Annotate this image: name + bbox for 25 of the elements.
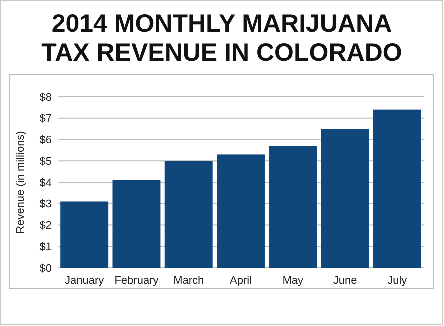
y-tick-label: $6 xyxy=(40,134,52,147)
x-tick-label: July xyxy=(388,275,408,287)
y-tick-label: $4 xyxy=(40,177,52,190)
x-tick-label: February xyxy=(114,275,160,287)
bar xyxy=(269,146,318,268)
y-tick-label: $0 xyxy=(40,262,52,275)
bar xyxy=(112,180,161,268)
x-tick-label: March xyxy=(174,275,204,287)
bar xyxy=(373,110,422,268)
y-axis-title: Revenue (in millions) xyxy=(15,131,27,234)
x-tick-label: June xyxy=(333,275,358,287)
y-tick-label: $8 xyxy=(40,92,52,104)
chart-title: 2014 MONTHLY MARIJUANA TAX REVENUE IN COLORADO xyxy=(42,10,402,67)
bar xyxy=(60,202,109,268)
x-tick-label: April xyxy=(230,275,252,287)
y-tick-label: $2 xyxy=(40,220,52,232)
bar xyxy=(321,129,370,268)
bar xyxy=(217,154,265,268)
y-tick-label: $7 xyxy=(40,113,52,126)
x-tick-label: May xyxy=(282,275,304,287)
y-tick-label: $3 xyxy=(40,198,52,211)
bar xyxy=(164,161,213,268)
y-tick-label: $1 xyxy=(40,241,52,254)
y-tick-label: $5 xyxy=(40,156,52,168)
x-tick-label: January xyxy=(65,275,105,287)
